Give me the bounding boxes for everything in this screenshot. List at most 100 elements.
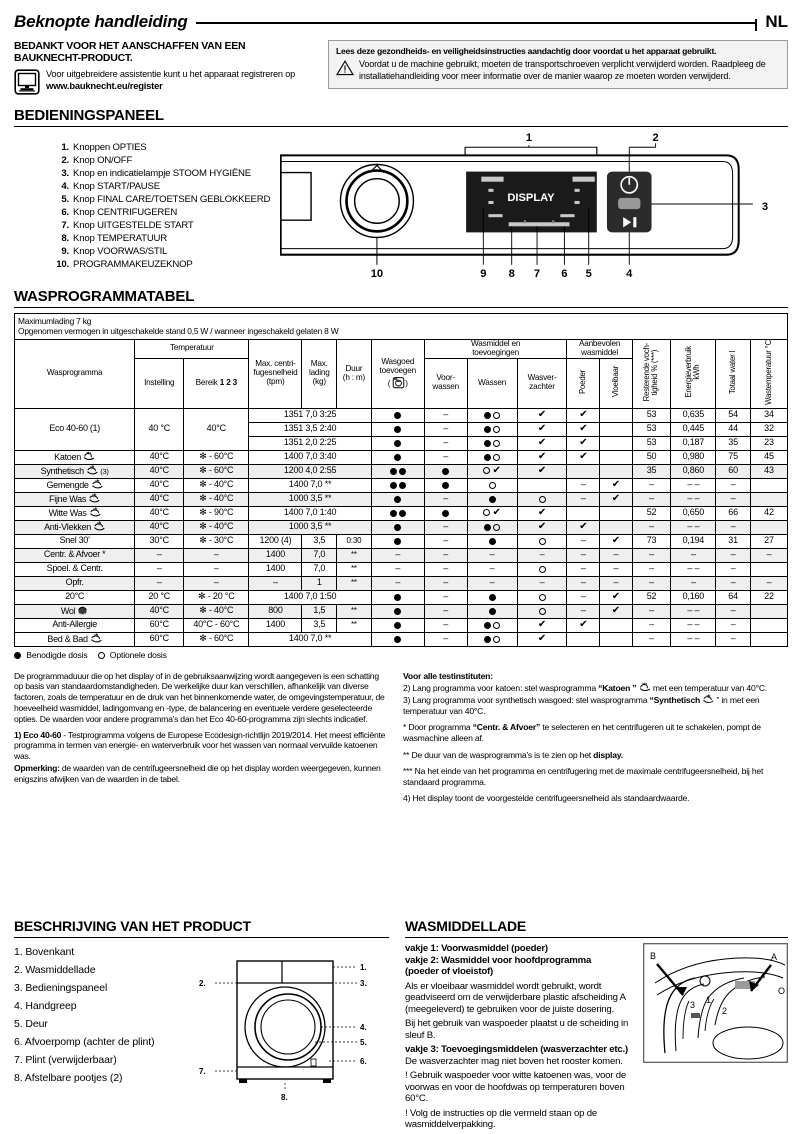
steam-icon bbox=[93, 521, 105, 532]
cell-liquid bbox=[599, 463, 633, 479]
filled-dot-icon bbox=[394, 607, 402, 615]
dash-mark: – bbox=[489, 549, 495, 560]
item-number: 9. bbox=[61, 246, 69, 258]
cell-duration: ** bbox=[336, 603, 372, 619]
check-icon: ✔ bbox=[579, 409, 588, 420]
cell-softener bbox=[516, 603, 568, 619]
table-row: Synthetisch (3) 40°C ✻ - 60°C 1200 4,0 2:55… bbox=[13, 463, 789, 479]
cell-spin-load-duration: 1351 7,0 3:25 bbox=[248, 407, 372, 423]
cell-program-name: Fijne Was bbox=[13, 491, 136, 507]
cell-spin: 1400 bbox=[248, 547, 303, 563]
program-label: Anti-Allergie bbox=[52, 619, 97, 630]
cell-program-name: Spoel. & Centr. bbox=[13, 561, 136, 577]
cell-powder: ✔ bbox=[566, 449, 601, 465]
th-wash: Wassen bbox=[466, 357, 518, 409]
cell-load: 7,0 bbox=[301, 547, 338, 563]
drawer-body: vakje 1: Voorwasmiddel (poeder) vakje 2:… bbox=[405, 943, 788, 1134]
item-label: Knop UITGESTELDE START bbox=[73, 220, 194, 232]
cell-wash bbox=[466, 603, 518, 619]
table-row: Witte Was 40°C ✻ - 90°C 1400 7,0 1:40 ✔ ✔ 52… bbox=[13, 505, 789, 521]
cell-energy: – – bbox=[670, 561, 717, 577]
callout-8: 8 bbox=[509, 268, 515, 279]
duration-value: ** bbox=[324, 493, 332, 504]
dash-mark: – bbox=[613, 563, 619, 574]
cell-powder: ✔ bbox=[566, 421, 601, 437]
cell-energy: – – bbox=[670, 519, 717, 535]
cell-wash-temp: – bbox=[749, 575, 789, 591]
cell-softener: ✔ bbox=[516, 631, 568, 647]
dash-mark: – bbox=[580, 479, 586, 490]
cell-spin: 1400 bbox=[248, 561, 303, 577]
cell-energy: 0,194 bbox=[670, 533, 717, 549]
cell-wash: ✔ bbox=[466, 463, 518, 479]
dash-mark: – bbox=[580, 493, 586, 504]
cell-temp-setting: 40°C bbox=[134, 477, 185, 493]
cell-prewash bbox=[423, 505, 468, 521]
cell-residual: 52 bbox=[631, 505, 672, 521]
product-callout-1: 1. bbox=[360, 963, 367, 972]
cell-add-laundry: – bbox=[370, 547, 425, 563]
cell-liquid bbox=[599, 407, 633, 423]
steam-icon bbox=[700, 694, 714, 705]
dash-mark: – bbox=[443, 535, 449, 546]
cell-softener: ✔ bbox=[516, 421, 568, 437]
check-icon: ✔ bbox=[579, 451, 588, 462]
filled-dot-icon bbox=[398, 481, 406, 489]
steam-icon bbox=[86, 465, 98, 476]
load-value: 3,5 bbox=[310, 521, 323, 532]
cell-residual: – bbox=[631, 617, 672, 633]
drawer-compartment-2b: (poeder of vloeistof) bbox=[405, 966, 494, 977]
cell-powder: – bbox=[566, 561, 601, 577]
item-number: 2. bbox=[61, 155, 69, 167]
item-label: Knop ON/OFF bbox=[73, 155, 133, 167]
duration-value: ** bbox=[324, 633, 332, 644]
add-laundry-icon: ( ) bbox=[387, 377, 408, 389]
cell-wash bbox=[466, 617, 518, 633]
open-circle-icon bbox=[488, 481, 496, 489]
cell-temp-range: – bbox=[183, 575, 250, 591]
cell-add-laundry bbox=[370, 435, 425, 451]
spin-value: 1351 bbox=[283, 437, 304, 448]
cell-program-name: 20°C bbox=[13, 589, 136, 605]
open-circle-icon bbox=[538, 565, 546, 573]
cell-load: 1,5 bbox=[301, 603, 338, 619]
cell-temp-range: ✻ - 60°C bbox=[183, 631, 250, 647]
cell-powder: – bbox=[566, 603, 601, 619]
cell-temp-range: ✻ - 30°C bbox=[183, 533, 250, 549]
duration-value: 3:25 bbox=[319, 409, 337, 420]
filled-dot-icon bbox=[394, 523, 402, 531]
cell-softener bbox=[516, 589, 568, 605]
callout-3: 3 bbox=[762, 201, 768, 213]
program-label: Opfr. bbox=[65, 577, 84, 588]
spin-value: 1000 bbox=[288, 521, 309, 532]
cell-prewash bbox=[423, 463, 468, 479]
cell-residual: – bbox=[631, 561, 672, 577]
load-value: 7,0 bbox=[305, 507, 318, 518]
wash-program-table: Maximumlading 7 kg Opgenomen vermogen in… bbox=[13, 312, 789, 647]
note-3star: *** Na het einde van het programma en ce… bbox=[403, 765, 764, 787]
cell-add-laundry bbox=[370, 631, 425, 647]
cell-residual: – bbox=[631, 603, 672, 619]
cell-liquid bbox=[599, 519, 633, 535]
cell-spin-load-duration: 1400 7,0 1:50 bbox=[248, 589, 372, 605]
cell-energy: 0,160 bbox=[670, 589, 717, 605]
filled-dot-icon bbox=[398, 467, 406, 475]
cell-add-laundry: – bbox=[370, 561, 425, 577]
table-row: Centr. & Afvoer * – –1400 7,0 ** – – – – – – – – – – bbox=[13, 547, 789, 563]
program-suffix: (3) bbox=[100, 467, 109, 477]
control-panel-item-7: 7. Knop UITGESTELDE START bbox=[54, 220, 274, 233]
dash-mark: – bbox=[580, 591, 586, 602]
duration-value: 3:40 bbox=[319, 451, 337, 462]
dash-mark: – bbox=[443, 633, 449, 644]
cell-wash bbox=[466, 477, 518, 493]
callout-1: 1 bbox=[526, 132, 532, 144]
cell-residual: 52 bbox=[631, 589, 672, 605]
control-panel-diagram: 1 2 3 10 bbox=[280, 127, 788, 282]
filled-dot-icon bbox=[483, 621, 491, 629]
cell-energy: – – bbox=[670, 603, 717, 619]
cell-energy: 0,860 bbox=[670, 463, 717, 479]
callout-7: 7 bbox=[534, 268, 540, 279]
table-row: Katoen 40°C ✻ - 60°C 1400 7,0 3:40– ✔ ✔ 50 0,… bbox=[13, 449, 789, 465]
register-url[interactable]: www.bauknecht.eu/register bbox=[46, 80, 163, 92]
duration-value: 1:40 bbox=[319, 507, 337, 518]
